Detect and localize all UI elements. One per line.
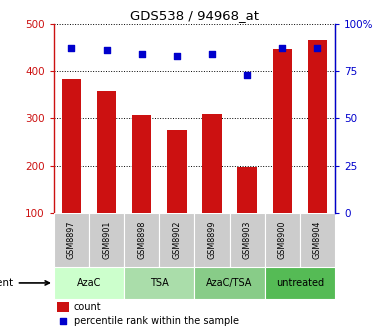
Text: GSM8903: GSM8903 bbox=[243, 221, 252, 259]
Text: GSM8897: GSM8897 bbox=[67, 221, 76, 259]
Bar bbox=[229, 213, 265, 267]
Point bbox=[279, 45, 285, 51]
Text: count: count bbox=[74, 302, 101, 312]
Text: GSM8904: GSM8904 bbox=[313, 221, 322, 259]
Point bbox=[314, 45, 320, 51]
Title: GDS538 / 94968_at: GDS538 / 94968_at bbox=[130, 9, 259, 23]
Point bbox=[60, 318, 66, 323]
Text: untreated: untreated bbox=[276, 278, 324, 288]
Bar bbox=[124, 267, 194, 299]
Bar bbox=[308, 40, 327, 213]
Bar bbox=[57, 302, 69, 312]
Bar bbox=[54, 267, 124, 299]
Text: GSM8900: GSM8900 bbox=[278, 221, 287, 259]
Bar bbox=[203, 114, 222, 213]
Bar bbox=[97, 91, 116, 213]
Bar bbox=[273, 49, 292, 213]
Text: GSM8901: GSM8901 bbox=[102, 221, 111, 259]
Bar bbox=[264, 213, 300, 267]
Point bbox=[104, 47, 110, 53]
Bar bbox=[54, 213, 89, 267]
Point bbox=[69, 45, 75, 51]
Bar bbox=[194, 213, 229, 267]
Bar bbox=[124, 213, 159, 267]
Bar bbox=[300, 213, 335, 267]
Text: TSA: TSA bbox=[150, 278, 169, 288]
Bar bbox=[62, 79, 81, 213]
Bar bbox=[238, 167, 257, 213]
Bar bbox=[194, 267, 265, 299]
Bar bbox=[167, 130, 186, 213]
Bar bbox=[89, 213, 124, 267]
Text: AzaC: AzaC bbox=[77, 278, 101, 288]
Bar bbox=[132, 115, 151, 213]
Bar bbox=[159, 213, 194, 267]
Text: percentile rank within the sample: percentile rank within the sample bbox=[74, 316, 239, 326]
Point bbox=[244, 72, 250, 77]
Bar bbox=[264, 267, 335, 299]
Text: GSM8898: GSM8898 bbox=[137, 221, 146, 259]
Point bbox=[209, 51, 215, 56]
Text: AzaC/TSA: AzaC/TSA bbox=[206, 278, 253, 288]
Text: GSM8899: GSM8899 bbox=[208, 221, 216, 259]
Point bbox=[174, 53, 180, 58]
Text: agent: agent bbox=[0, 278, 49, 288]
Point bbox=[139, 51, 145, 56]
Text: GSM8902: GSM8902 bbox=[172, 221, 181, 259]
